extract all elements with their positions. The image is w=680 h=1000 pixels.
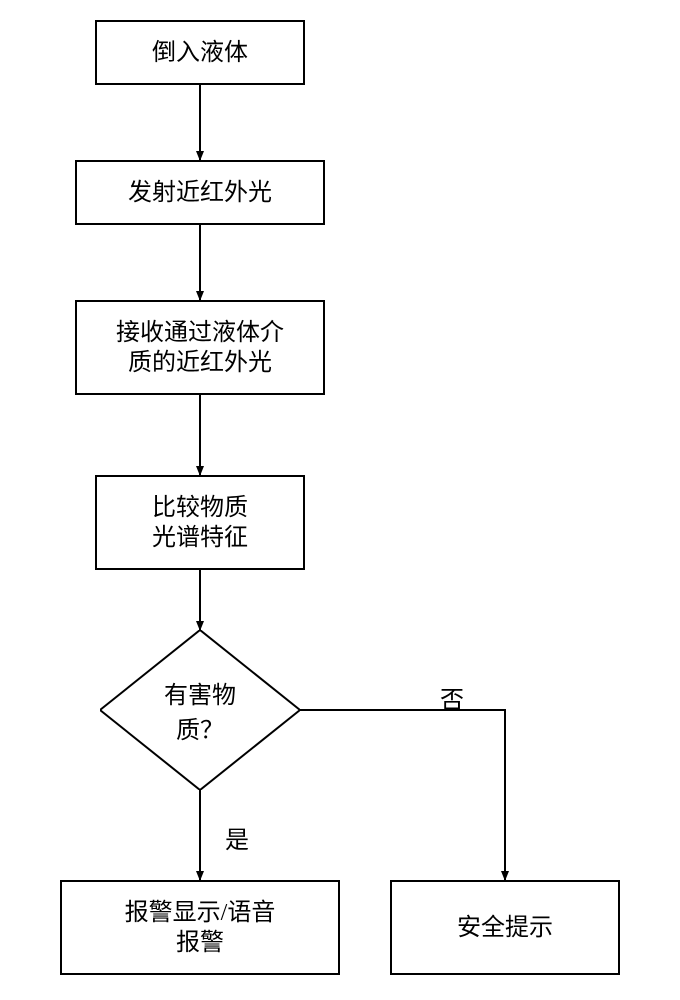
edge-label-yes: 是 [225, 820, 249, 855]
node-label: 发射近红外光 [128, 178, 272, 208]
node-receive-nir: 接收通过液体介质的近红外光 [75, 300, 325, 395]
node-label: 安全提示 [457, 913, 553, 943]
node-label: 比较物质光谱特征 [152, 493, 248, 553]
edge-label-no: 否 [440, 680, 464, 715]
node-label: 报警显示/语音报警 [125, 898, 276, 958]
node-pour-liquid: 倒入液体 [95, 20, 305, 85]
node-safe-hint: 安全提示 [390, 880, 620, 975]
node-label: 倒入液体 [152, 38, 248, 68]
node-alarm: 报警显示/语音报警 [60, 880, 340, 975]
node-compare-spectra: 比较物质光谱特征 [95, 475, 305, 570]
node-emit-nir: 发射近红外光 [75, 160, 325, 225]
node-harmful-decision: 有害物质？ [100, 630, 300, 790]
node-label: 有害物质？ [164, 675, 236, 745]
node-label: 接收通过液体介质的近红外光 [116, 318, 284, 378]
